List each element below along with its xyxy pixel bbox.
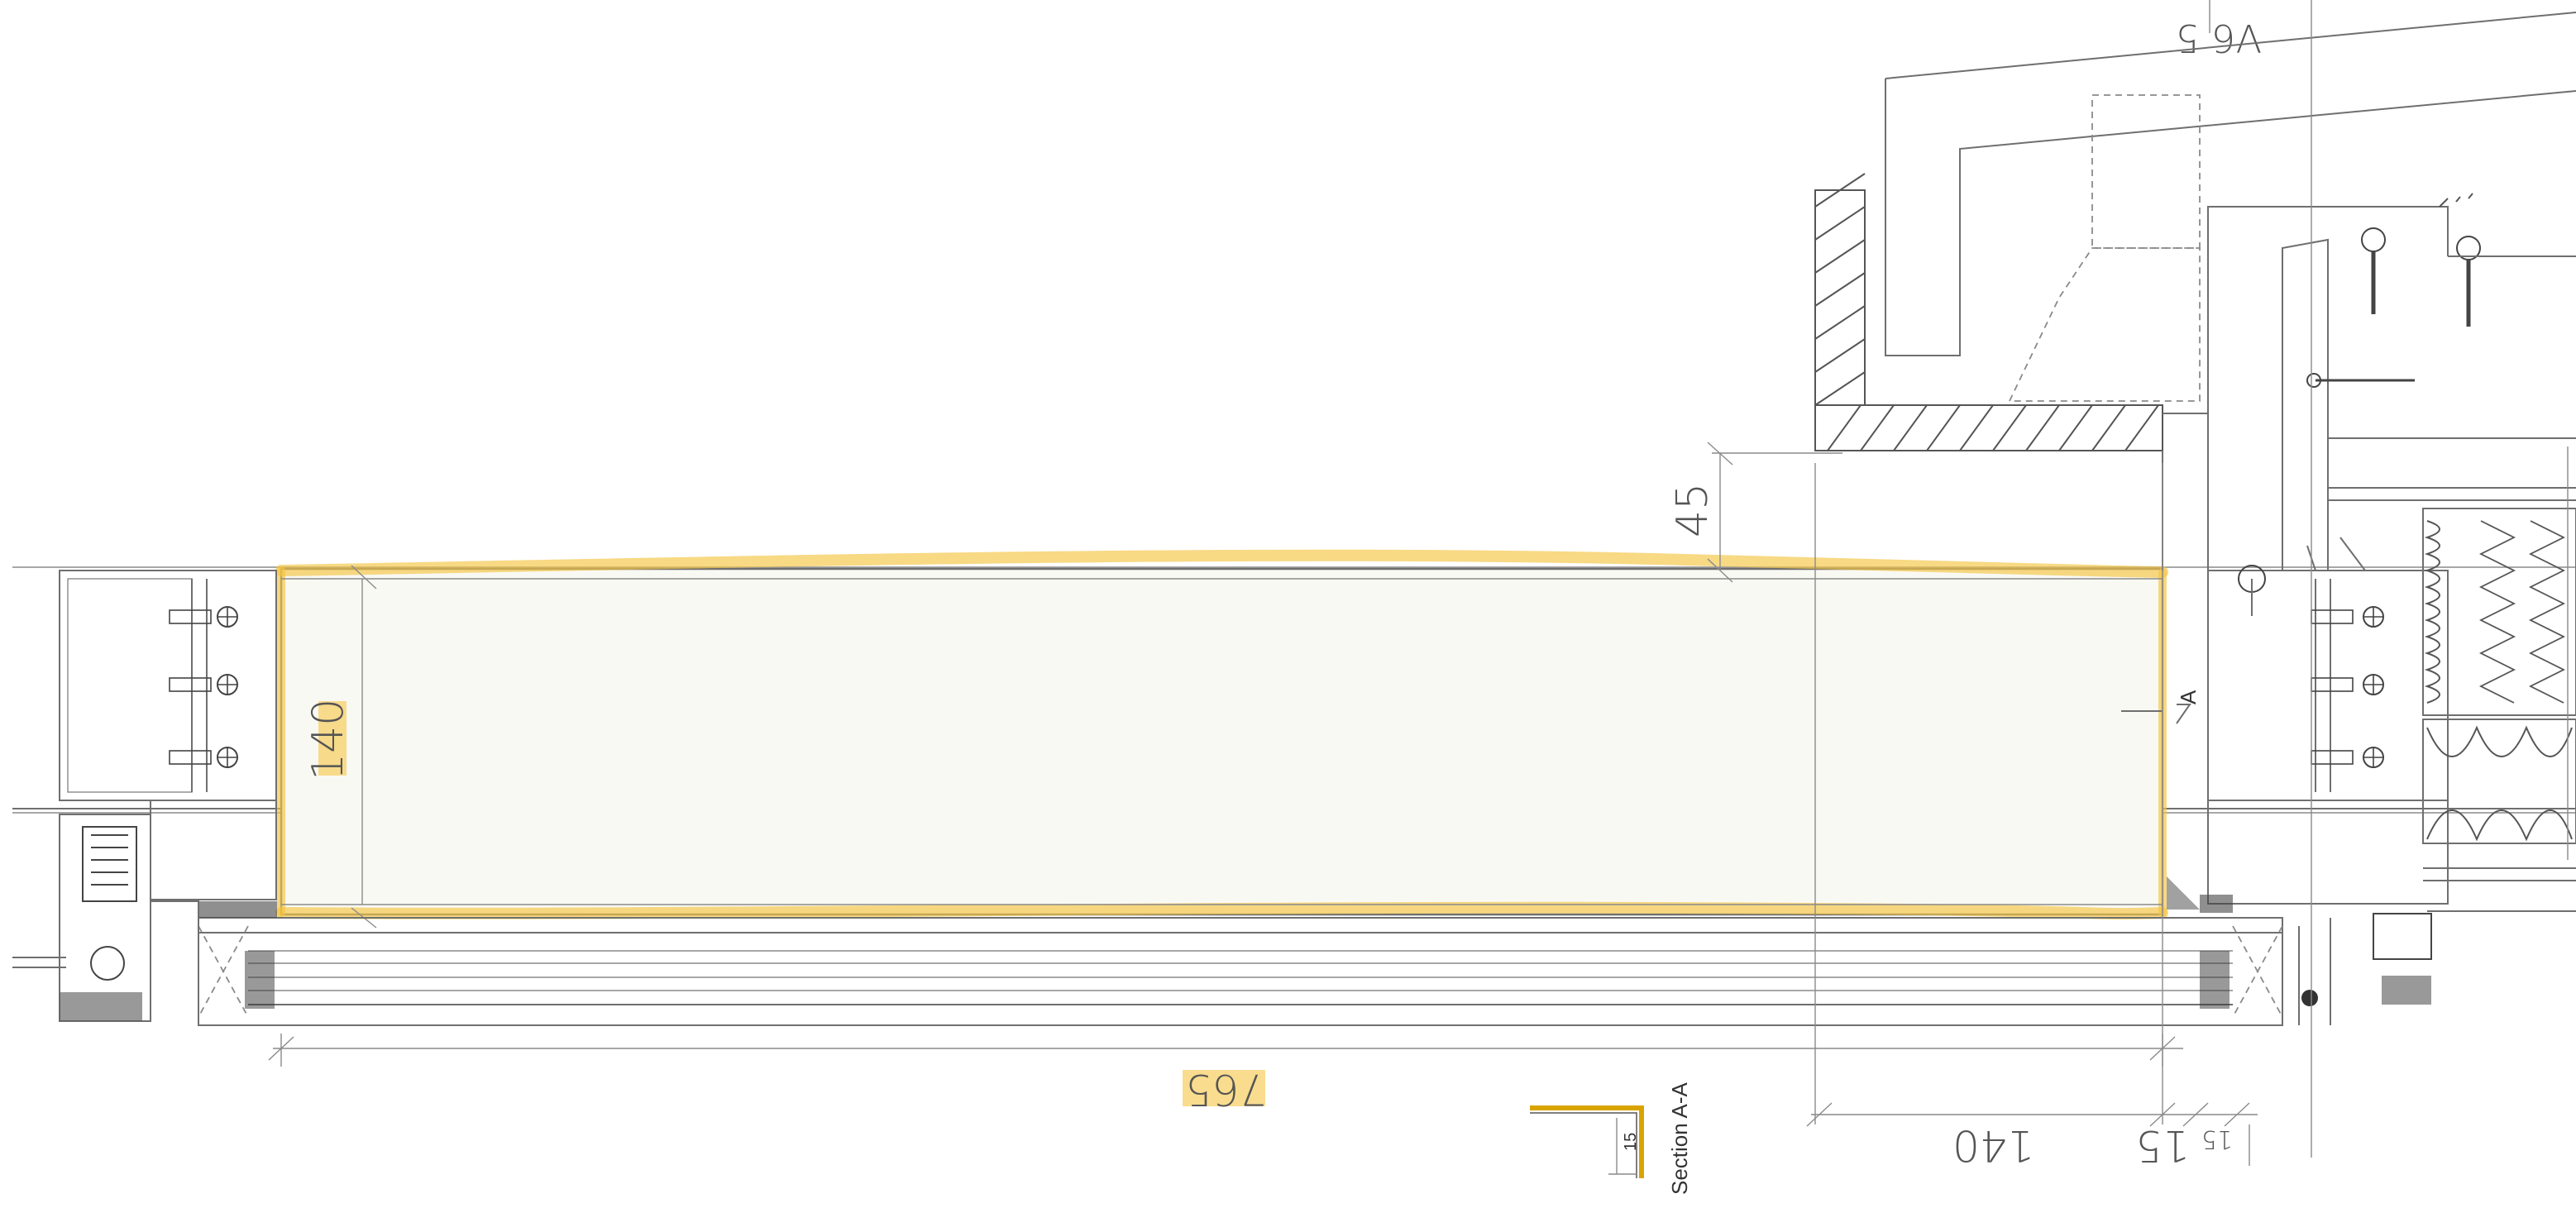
left-gasket bbox=[245, 951, 275, 1009]
highlight-bottom bbox=[275, 901, 2168, 920]
left-mullion-lower-box bbox=[150, 800, 277, 900]
dim-top-offset: 45 bbox=[1668, 442, 1842, 583]
dim-main-highlight bbox=[1183, 1070, 1265, 1106]
roof-slab-outline bbox=[1885, 12, 2576, 356]
dim-panel-height-text: 140 bbox=[303, 699, 353, 781]
hidden-box bbox=[2091, 94, 2201, 249]
screw-shank bbox=[169, 750, 212, 765]
drip-marks bbox=[2439, 193, 2473, 208]
dim-right-15-text: 15 bbox=[2135, 1120, 2190, 1170]
upper-channel bbox=[2282, 238, 2329, 571]
concrete-hatch bbox=[1814, 173, 2163, 451]
top-mirrored-label: V6 5 bbox=[2175, 16, 2262, 60]
dim-tick bbox=[351, 565, 377, 590]
right-screws bbox=[2311, 606, 2384, 768]
wall-buildup bbox=[2328, 437, 2576, 912]
right-frame-verticals bbox=[2298, 918, 2331, 1025]
section-angle-inner bbox=[1530, 1112, 1637, 1178]
left-frame-seal bbox=[90, 946, 125, 981]
top-text: V6 5 bbox=[2175, 16, 2262, 60]
screw-icon bbox=[2361, 227, 2386, 252]
screw-cross bbox=[217, 675, 237, 695]
hatch-beam bbox=[1827, 404, 2159, 451]
right-mullion-lower-box bbox=[2207, 800, 2449, 905]
right-base-seal bbox=[2382, 976, 2431, 1005]
screw-cross bbox=[2363, 607, 2383, 627]
lower-frame-outline bbox=[198, 917, 2283, 1026]
section-marker: A bbox=[2176, 690, 2201, 704]
screw-shank bbox=[2311, 609, 2354, 624]
screw-cross bbox=[2363, 747, 2383, 767]
left-mullion-profile bbox=[59, 570, 277, 1025]
screw-shank bbox=[2311, 750, 2354, 765]
insulation-zone-lower bbox=[2422, 719, 2576, 844]
right-clip bbox=[2200, 895, 2233, 913]
section-center-icon bbox=[2301, 990, 2318, 1006]
left-frame-clip bbox=[198, 901, 277, 918]
frame-upper-outline bbox=[2162, 206, 2449, 571]
dim-main-width: 765 bbox=[268, 1034, 2183, 1114]
screw-cross bbox=[217, 747, 237, 767]
nail-head-icon bbox=[2306, 373, 2321, 388]
dim-height-highlight bbox=[318, 701, 346, 776]
left-screws bbox=[169, 606, 238, 768]
right-cross-hidden bbox=[2232, 925, 2283, 1018]
dim-tick bbox=[2224, 1102, 2250, 1127]
section-label: Section A-A bbox=[1667, 1081, 1692, 1195]
upper-screws bbox=[2306, 227, 2481, 388]
right-gasket bbox=[2200, 951, 2230, 1009]
dim-tick bbox=[1707, 442, 1733, 466]
dim-tick bbox=[268, 1036, 294, 1061]
dim-right-chain: 140 15 15 bbox=[1806, 1102, 2258, 1170]
dim-top-offset-text: 45 bbox=[1668, 483, 1718, 537]
right-corner-seal bbox=[2167, 876, 2200, 910]
dim-tick bbox=[1806, 1102, 1833, 1127]
screw-cross bbox=[2363, 675, 2383, 695]
vertical-reference-lines bbox=[1814, 0, 2312, 1166]
left-frame-gasket-lines bbox=[91, 834, 128, 886]
left-frame-base-seal bbox=[60, 992, 142, 1021]
section-dim-text: 15 bbox=[1622, 1133, 1640, 1151]
dim-tick bbox=[2149, 1102, 2176, 1127]
dim-main-width-text: 765 bbox=[1185, 1064, 1267, 1114]
screw-shank bbox=[2311, 677, 2354, 692]
left-frame-edge bbox=[151, 900, 199, 1025]
screw-cross bbox=[217, 607, 237, 627]
left-cross-hidden bbox=[198, 925, 249, 1018]
section-arrow bbox=[2176, 704, 2191, 724]
hatch-beam-outline bbox=[1814, 404, 2163, 451]
left-frame-gasket-box bbox=[82, 826, 137, 902]
batt-insulation-icon bbox=[2424, 520, 2440, 704]
hidden-angle bbox=[2008, 247, 2201, 402]
dim-right-15b-text: 15 bbox=[2201, 1124, 2233, 1153]
hatch-column bbox=[1814, 173, 1866, 406]
screw-shank bbox=[169, 677, 212, 692]
section-angle-profile bbox=[1530, 1105, 1644, 1178]
panel-outline bbox=[280, 567, 2164, 916]
loose-insulation-icon bbox=[2426, 725, 2573, 842]
insulation-zone-upper bbox=[2422, 508, 2576, 716]
zigzag-insulation-icon bbox=[2478, 520, 2566, 704]
fixing-diagonals bbox=[2306, 537, 2366, 571]
right-lower-profile bbox=[2373, 913, 2432, 960]
right-mullion-box bbox=[2207, 570, 2449, 801]
lower-frame-strips bbox=[198, 917, 2283, 1026]
screw-shank bbox=[169, 609, 212, 624]
left-mullion-box bbox=[59, 570, 277, 801]
dim-tick bbox=[2182, 1102, 2209, 1127]
dim-right-140-text: 140 bbox=[1952, 1120, 2034, 1170]
section-a-a-detail: 15 Section A-A bbox=[1530, 1081, 1692, 1195]
highlight-top bbox=[275, 549, 2168, 578]
dim-tick bbox=[1707, 558, 1733, 583]
insulation-panel: 140 A bbox=[275, 549, 2201, 929]
